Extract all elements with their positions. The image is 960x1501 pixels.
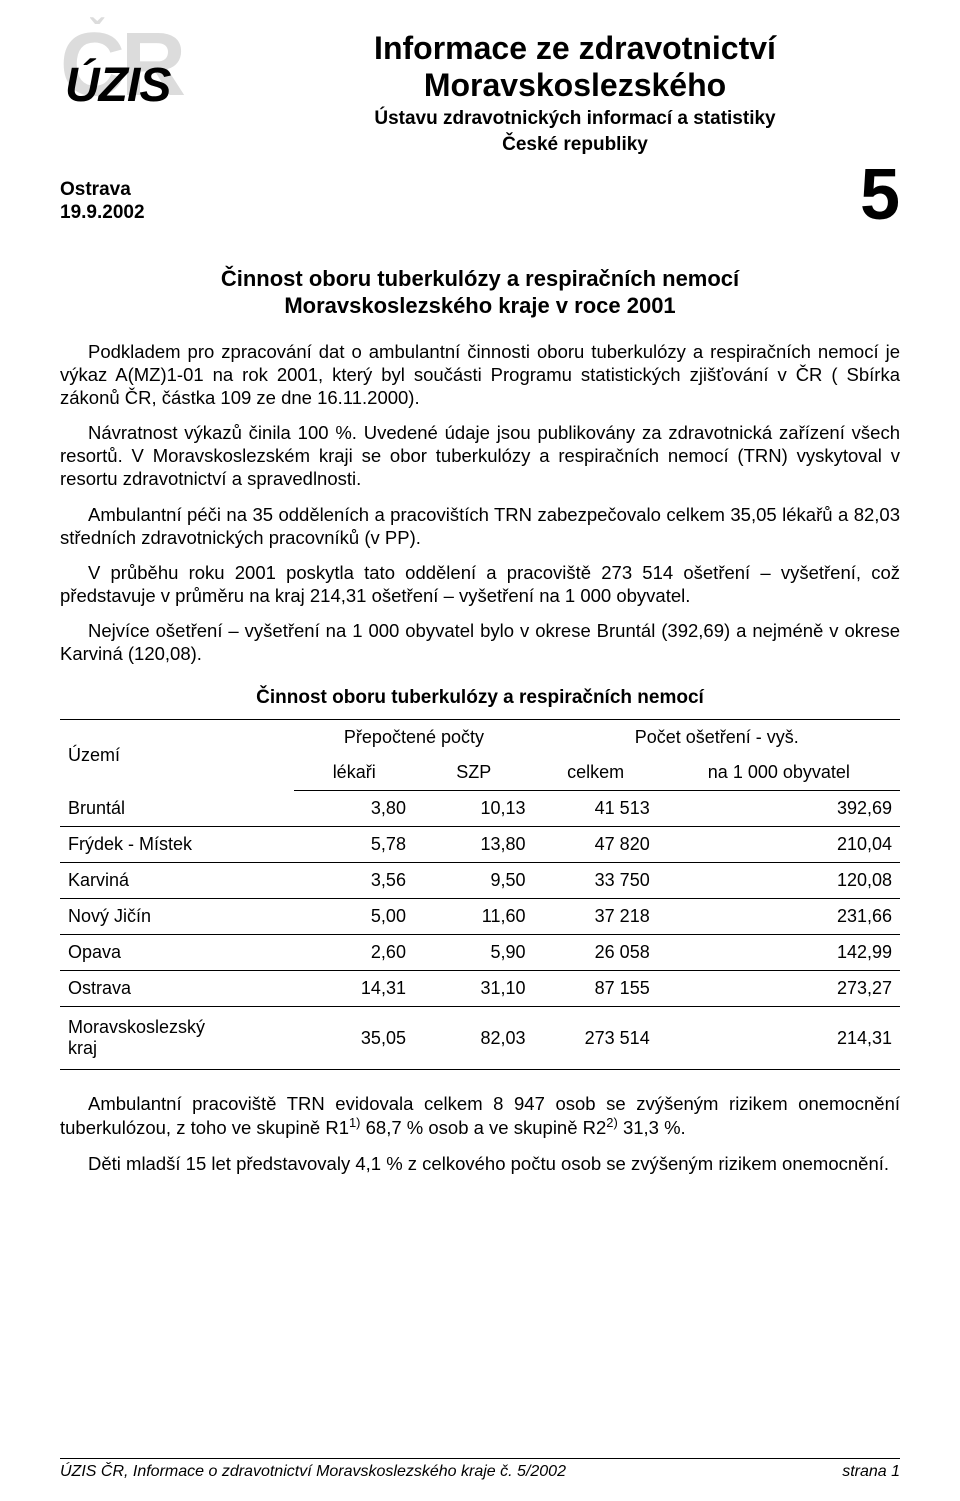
cell-szp: 31,10 [414,971,534,1007]
footer-left: ÚZIS ČR, Informace o zdravotnictví Morav… [60,1463,566,1481]
meta-place: Ostrava [60,179,145,202]
p6-part-c: 31,3 %. [618,1118,686,1139]
page: ˇ CR ÚZIS Informace ze zdravotnictví Mor… [0,0,960,1501]
cell-total: 26 058 [534,935,658,971]
meta-row: Ostrava 19.9.2002 5 [60,167,900,225]
superscript-2: 2) [606,1115,618,1130]
cell-per-1000: 392,69 [658,791,900,827]
cell-doctors: 5,78 [294,827,414,863]
cell-doctors: 3,80 [294,791,414,827]
cell-doctors: 2,60 [294,935,414,971]
logo-foreground-text: ÚZIS [65,58,170,113]
cell-territory: Karviná [60,863,294,899]
document-title: Činnost oboru tuberkulózy a respiračních… [60,265,900,320]
paragraph-7: Děti mladší 15 let představovaly 4,1 % z… [60,1152,900,1175]
col-per-1000: na 1 000 obyvatel [658,755,900,791]
table-row: Bruntál3,8010,1341 513392,69 [60,791,900,827]
cell-territory: Frýdek - Místek [60,827,294,863]
col-group-treatments: Počet ošetření - vyš. [534,720,900,756]
table-row: Opava2,605,9026 058142,99 [60,935,900,971]
table-head: Území Přepočtené počty Počet ošetření - … [60,720,900,791]
col-group-counts: Přepočtené počty [294,720,533,756]
cell-territory: Bruntál [60,791,294,827]
cell-territory: Moravskoslezskýkraj [60,1007,294,1070]
body-text: Podkladem pro zpracování dat o ambulantn… [60,340,900,666]
table-row: Frýdek - Místek5,7813,8047 820210,04 [60,827,900,863]
cell-szp: 5,90 [414,935,534,971]
cell-total: 33 750 [534,863,658,899]
cell-szp: 82,03 [414,1007,534,1070]
cell-per-1000: 120,08 [658,863,900,899]
cell-territory: Ostrava [60,971,294,1007]
cell-szp: 11,60 [414,899,534,935]
header-row: ˇ CR ÚZIS Informace ze zdravotnictví Mor… [60,30,900,157]
after-table-text: Ambulantní pracoviště TRN evidovala celk… [60,1092,900,1175]
footer-right: strana 1 [842,1463,900,1481]
paragraph-2: Návratnost výkazů činila 100 %. Uvedené … [60,421,900,490]
cell-per-1000: 273,27 [658,971,900,1007]
footer: ÚZIS ČR, Informace o zdravotnictví Morav… [60,1458,900,1481]
table-row: Karviná3,569,5033 750120,08 [60,863,900,899]
cell-doctors: 3,56 [294,863,414,899]
cell-total: 87 155 [534,971,658,1007]
cell-szp: 10,13 [414,791,534,827]
meta-date: 19.9.2002 [60,202,145,225]
table-row: Ostrava14,3131,1087 155273,27 [60,971,900,1007]
data-table: Území Přepočtené počty Počet ošetření - … [60,719,900,1070]
header-titles: Informace ze zdravotnictví Moravskoslezs… [250,30,900,157]
paragraph-3: Ambulantní péči na 35 odděleních a praco… [60,503,900,549]
cell-per-1000: 142,99 [658,935,900,971]
cell-territory: Opava [60,935,294,971]
table-row: Nový Jičín5,0011,6037 218231,66 [60,899,900,935]
cell-total: 41 513 [534,791,658,827]
document-title-line1: Činnost oboru tuberkulózy a respiračních… [60,265,900,293]
paragraph-1: Podkladem pro zpracování dat o ambulantn… [60,340,900,409]
cell-doctors: 14,31 [294,971,414,1007]
paragraph-4: V průběhu roku 2001 poskytla tato odděle… [60,561,900,607]
col-total: celkem [534,755,658,791]
col-szp: SZP [414,755,534,791]
logo: ˇ CR ÚZIS [60,30,230,130]
cell-per-1000: 210,04 [658,827,900,863]
cell-total: 273 514 [534,1007,658,1070]
cell-szp: 9,50 [414,863,534,899]
cell-territory: Nový Jičín [60,899,294,935]
cell-total: 47 820 [534,827,658,863]
cell-doctors: 5,00 [294,899,414,935]
superscript-1: 1) [349,1115,361,1130]
cell-szp: 13,80 [414,827,534,863]
paragraph-5: Nejvíce ošetření – vyšetření na 1 000 ob… [60,619,900,665]
col-doctors: lékaři [294,755,414,791]
table-body: Bruntál3,8010,1341 513392,69Frýdek - Mís… [60,791,900,1070]
subtitle-line1: Ústavu zdravotnických informací a statis… [250,108,900,131]
issue-number: 5 [860,167,900,225]
table-row-sum: Moravskoslezskýkraj35,0582,03273 514214,… [60,1007,900,1070]
main-title-line1: Informace ze zdravotnictví [250,30,900,67]
meta-left: Ostrava 19.9.2002 [60,179,145,225]
col-territory: Území [60,720,294,791]
subtitle-line2: České republiky [250,134,900,157]
cell-per-1000: 214,31 [658,1007,900,1070]
cell-per-1000: 231,66 [658,899,900,935]
main-title-line2: Moravskoslezského [250,67,900,104]
document-title-line2: Moravskoslezského kraje v roce 2001 [60,292,900,320]
cell-total: 37 218 [534,899,658,935]
paragraph-6: Ambulantní pracoviště TRN evidovala celk… [60,1092,900,1139]
table-title: Činnost oboru tuberkulózy a respiračních… [60,687,900,709]
cell-doctors: 35,05 [294,1007,414,1070]
p6-part-b: 68,7 % osob a ve skupině R2 [361,1118,607,1139]
